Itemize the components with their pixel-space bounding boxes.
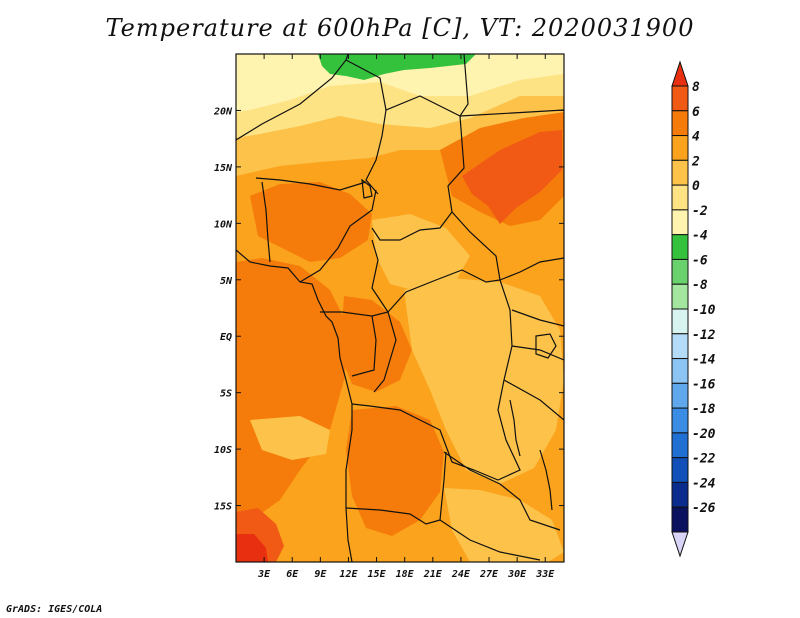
field-0-2-sw-band	[250, 416, 330, 460]
lon-tick-label: 27E	[479, 569, 499, 580]
colorbar-label: -2	[692, 204, 708, 219]
field-4-6-west	[236, 258, 350, 522]
colorbar-label: -4	[692, 229, 708, 244]
colorbar-swatch	[671, 457, 689, 483]
border-drc-east	[351, 279, 521, 481]
lat-tick-label: 10S	[214, 445, 232, 456]
coastline-west	[236, 249, 353, 562]
border-niger-chad	[365, 109, 387, 195]
colorbar-label: -6	[692, 253, 708, 268]
colorbar-label: -18	[692, 402, 716, 417]
lon-tick-label: 15E	[368, 569, 387, 580]
colorbar-swatch	[671, 110, 689, 137]
country-boundaries	[236, 54, 564, 562]
border-nigeria-niger	[255, 177, 367, 191]
colorbar-label: -22	[692, 452, 716, 467]
lake-chad	[361, 178, 373, 199]
colorbar-swatch	[671, 432, 689, 459]
colorbar-swatch	[671, 506, 689, 533]
lat-tick-label: EQ	[220, 332, 232, 343]
longitude-axis: 3E 6E 9E 12E 15E 18E 21E 24E 27E 30E 33E	[257, 54, 555, 580]
field-6-8-sudan	[462, 130, 562, 224]
border-nigeria-cameroon	[299, 189, 377, 283]
border-uganda-kenya	[511, 309, 564, 361]
colorbar-label: -26	[692, 501, 716, 516]
lat-tick-label: 15S	[214, 502, 232, 513]
colorbar-swatch	[671, 358, 689, 384]
colorbar-label: -8	[692, 278, 708, 293]
colorbar-swatch	[671, 85, 689, 112]
lon-tick-label: 9E	[314, 569, 327, 580]
colorbar-swatch	[671, 283, 689, 310]
field-8-plus-southwest	[236, 534, 268, 562]
lat-tick-label: 10N	[214, 219, 233, 230]
lake-malawi	[539, 449, 553, 511]
temperature-map	[236, 54, 564, 562]
colorbar-swatch	[671, 159, 689, 186]
colorbar-label: 8	[692, 80, 700, 95]
lake-tanganyika	[509, 399, 521, 457]
field-neg6-neg4-north	[318, 54, 476, 80]
lat-tick-label: 5N	[220, 276, 233, 287]
lat-tick-label: 20N	[213, 106, 233, 117]
colorbar-label: -16	[692, 377, 716, 392]
border-benin	[261, 181, 271, 263]
field-0-2-central	[372, 214, 470, 292]
colorbar-swatch	[671, 308, 689, 335]
lon-tick-label: 21E	[423, 569, 443, 580]
field-4-6-angola	[346, 406, 444, 536]
border-congo-drc	[371, 311, 397, 393]
colorbar-label: 6	[692, 105, 700, 120]
field-0-2-east	[404, 278, 564, 484]
colorbar-swatch	[671, 258, 689, 285]
border-car	[371, 211, 501, 313]
lon-tick-label: 6E	[286, 569, 299, 580]
colorbar-swatch	[671, 333, 689, 360]
border-zambia	[439, 451, 561, 561]
border-angola-south	[345, 451, 447, 525]
colorbar-swatch	[671, 135, 689, 161]
lat-tick-label: 5S	[220, 389, 232, 400]
border-chad-sudan	[371, 115, 465, 241]
colorbar-label: 0	[692, 179, 700, 194]
border-libya-chad	[345, 54, 469, 117]
border-tanzania	[503, 379, 564, 421]
colorbar: 8 6 4 2 0 -2 -4 -6 -8 -10 -12 -14 -16 -18 -20 -22 -24 -26	[671, 60, 716, 558]
border-algeria-niger	[236, 54, 349, 141]
colorbar-swatch	[671, 407, 689, 434]
colorbar-label: -20	[692, 427, 716, 442]
field-neg4-neg2-north	[236, 54, 564, 112]
map-title: Temperature at 600hPa [C], VT: 202003190…	[105, 14, 695, 42]
colorbar-swatch	[671, 234, 689, 260]
map-frame	[235, 53, 565, 563]
field-0-2-south	[444, 488, 564, 562]
lon-tick-label: 12E	[339, 569, 358, 580]
lon-tick-label: 18E	[396, 569, 415, 580]
colorbar-label: 2	[691, 154, 700, 169]
colorbar-label: -10	[692, 303, 716, 318]
colorbar-swatch	[671, 382, 689, 409]
latitude-axis: 20N 15N 10N 5N EQ 5S 10S 15S	[213, 106, 564, 513]
colorbar-label: 4	[692, 130, 700, 145]
lon-tick-label: 24E	[451, 569, 471, 580]
colorbar-bottom-triangle	[671, 531, 689, 558]
lon-tick-label: 3E	[257, 569, 271, 580]
lake-victoria	[535, 333, 557, 359]
colorbar-swatch	[671, 481, 689, 508]
colorbar-label: -12	[692, 328, 716, 343]
colorbar-swatch	[671, 184, 689, 211]
colorbar-top-triangle	[671, 60, 689, 87]
lon-tick-label: 30E	[507, 569, 527, 580]
border-cameroon-gabon	[320, 311, 377, 377]
border-sudan-east	[459, 109, 564, 281]
colorbar-label: -14	[692, 353, 716, 368]
credit-label: GrADS: IGES/COLA	[6, 604, 103, 615]
colorbar-swatch	[671, 209, 689, 236]
lon-tick-label: 33E	[535, 569, 555, 580]
lat-tick-label: 15N	[214, 163, 233, 174]
colorbar-label: -24	[692, 476, 716, 491]
